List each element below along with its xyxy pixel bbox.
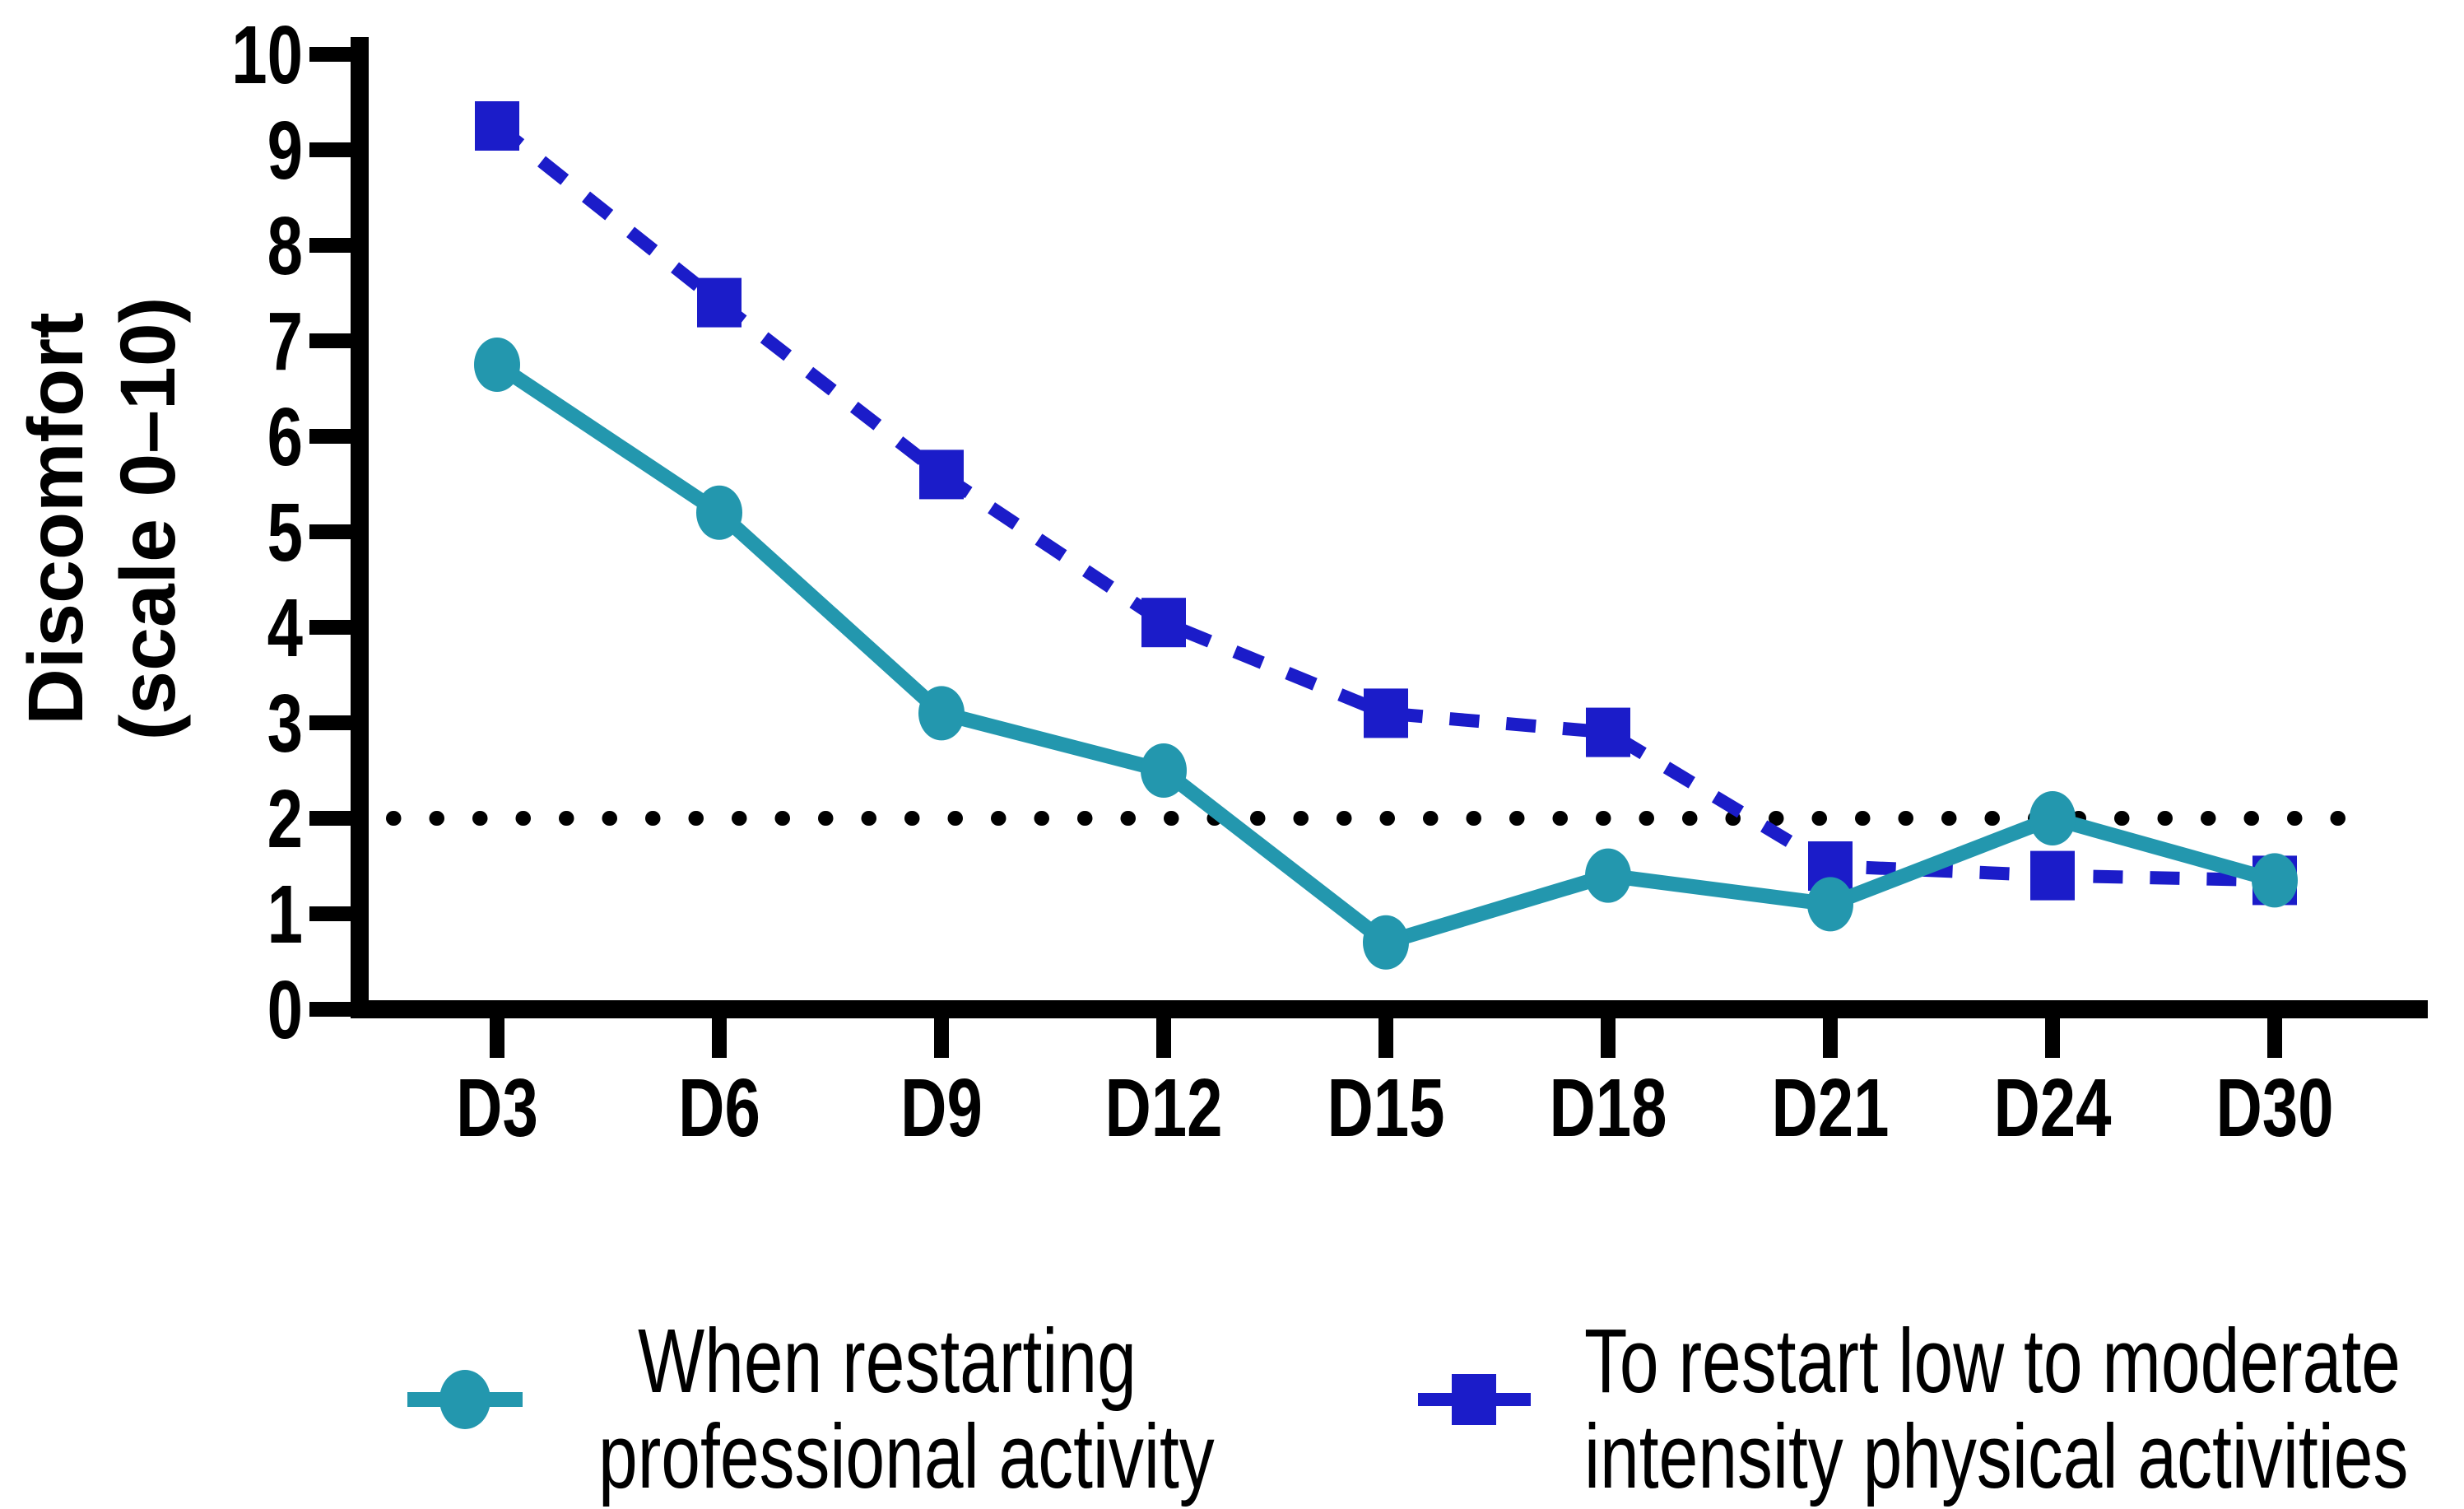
x-tick-label: D21 — [1771, 1063, 1889, 1155]
x-tick-label: D30 — [2215, 1063, 2333, 1155]
y-tick-label: 8 — [267, 201, 303, 293]
square-marker — [697, 277, 742, 328]
x-axis-tick — [490, 1018, 504, 1058]
y-axis-tick — [309, 811, 351, 826]
y-axis-tick — [309, 238, 351, 253]
circle-marker — [1807, 877, 1853, 932]
y-tick-label: 6 — [267, 392, 303, 484]
x-tick-label: D12 — [1104, 1063, 1222, 1155]
legend-label-physical-activities: To restart low to moderate intensity phy… — [1584, 1314, 2408, 1505]
y-axis-tick — [309, 620, 351, 635]
square-marker — [1364, 688, 1408, 738]
x-axis-tick — [1823, 1018, 1838, 1058]
x-tick-label: D18 — [1549, 1063, 1667, 1155]
y-axis-tick — [309, 524, 351, 539]
square-marker — [2030, 850, 2075, 901]
legend-label-line: intensity physical activities — [1584, 1406, 2409, 1507]
y-axis-tick — [309, 47, 351, 62]
circle-marker — [918, 686, 965, 741]
series-professional — [474, 338, 2298, 970]
y-tick-label: 2 — [267, 774, 303, 866]
circle-marker — [2252, 853, 2298, 908]
legend-circle-marker-icon — [439, 1370, 490, 1429]
square-marker — [919, 449, 964, 500]
series-line-physical — [493, 120, 2276, 887]
series-physical — [475, 101, 2297, 906]
square-marker — [1141, 598, 1186, 648]
circle-marker — [2029, 791, 2076, 845]
circle-marker — [1141, 743, 1187, 798]
y-axis-line — [351, 37, 369, 1018]
legend-label-line: When restarting — [638, 1311, 1137, 1412]
y-tick-label: 9 — [267, 105, 303, 198]
y-axis-tick — [309, 715, 351, 730]
y-tick-label: 0 — [267, 965, 303, 1057]
legend-label-professional-activity: When restarting professional activity — [598, 1311, 1215, 1507]
x-axis-line — [351, 1000, 2428, 1018]
series-line-professional — [493, 358, 2277, 951]
circle-marker — [1585, 848, 1631, 903]
y-tick-label: 10 — [231, 10, 303, 102]
x-axis-tick — [2267, 1018, 2282, 1058]
y-axis-tick — [309, 142, 351, 157]
y-tick-label: 4 — [267, 583, 303, 675]
y-tick-label: 5 — [267, 487, 303, 580]
circle-marker — [474, 338, 520, 392]
x-axis-tick — [934, 1018, 949, 1058]
y-axis-tick — [309, 906, 351, 921]
x-tick-label: D9 — [900, 1063, 983, 1155]
legend-square-marker-icon — [1452, 1374, 1496, 1425]
x-axis-tick — [1156, 1018, 1171, 1058]
square-marker — [1586, 707, 1630, 757]
x-axis-tick — [712, 1018, 727, 1058]
x-axis-tick — [1601, 1018, 1616, 1058]
x-axis-tick — [1378, 1018, 1393, 1058]
x-axis-tick — [2045, 1018, 2060, 1058]
y-axis-tick — [309, 429, 351, 444]
x-tick-label: D24 — [1993, 1063, 2111, 1155]
y-axis-title-line: Discomfort — [12, 312, 100, 724]
legend — [407, 1370, 1531, 1429]
legend-label-line: professional activity — [598, 1406, 1215, 1507]
y-axis-tick — [309, 333, 351, 348]
y-axis-tick — [309, 1002, 351, 1017]
x-tick-label: D3 — [456, 1063, 538, 1155]
y-axis-title-line: (scale 0–10) — [105, 297, 192, 741]
legend-label-line: To restart low to moderate — [1584, 1311, 2401, 1412]
square-marker — [475, 101, 519, 151]
x-tick-label: D6 — [678, 1063, 760, 1155]
x-tick-label: D15 — [1327, 1063, 1444, 1155]
circle-marker — [696, 485, 742, 540]
y-tick-label: 3 — [267, 678, 303, 771]
y-tick-label: 7 — [267, 296, 303, 389]
y-tick-label: 1 — [267, 869, 303, 962]
circle-marker — [1363, 915, 1409, 970]
